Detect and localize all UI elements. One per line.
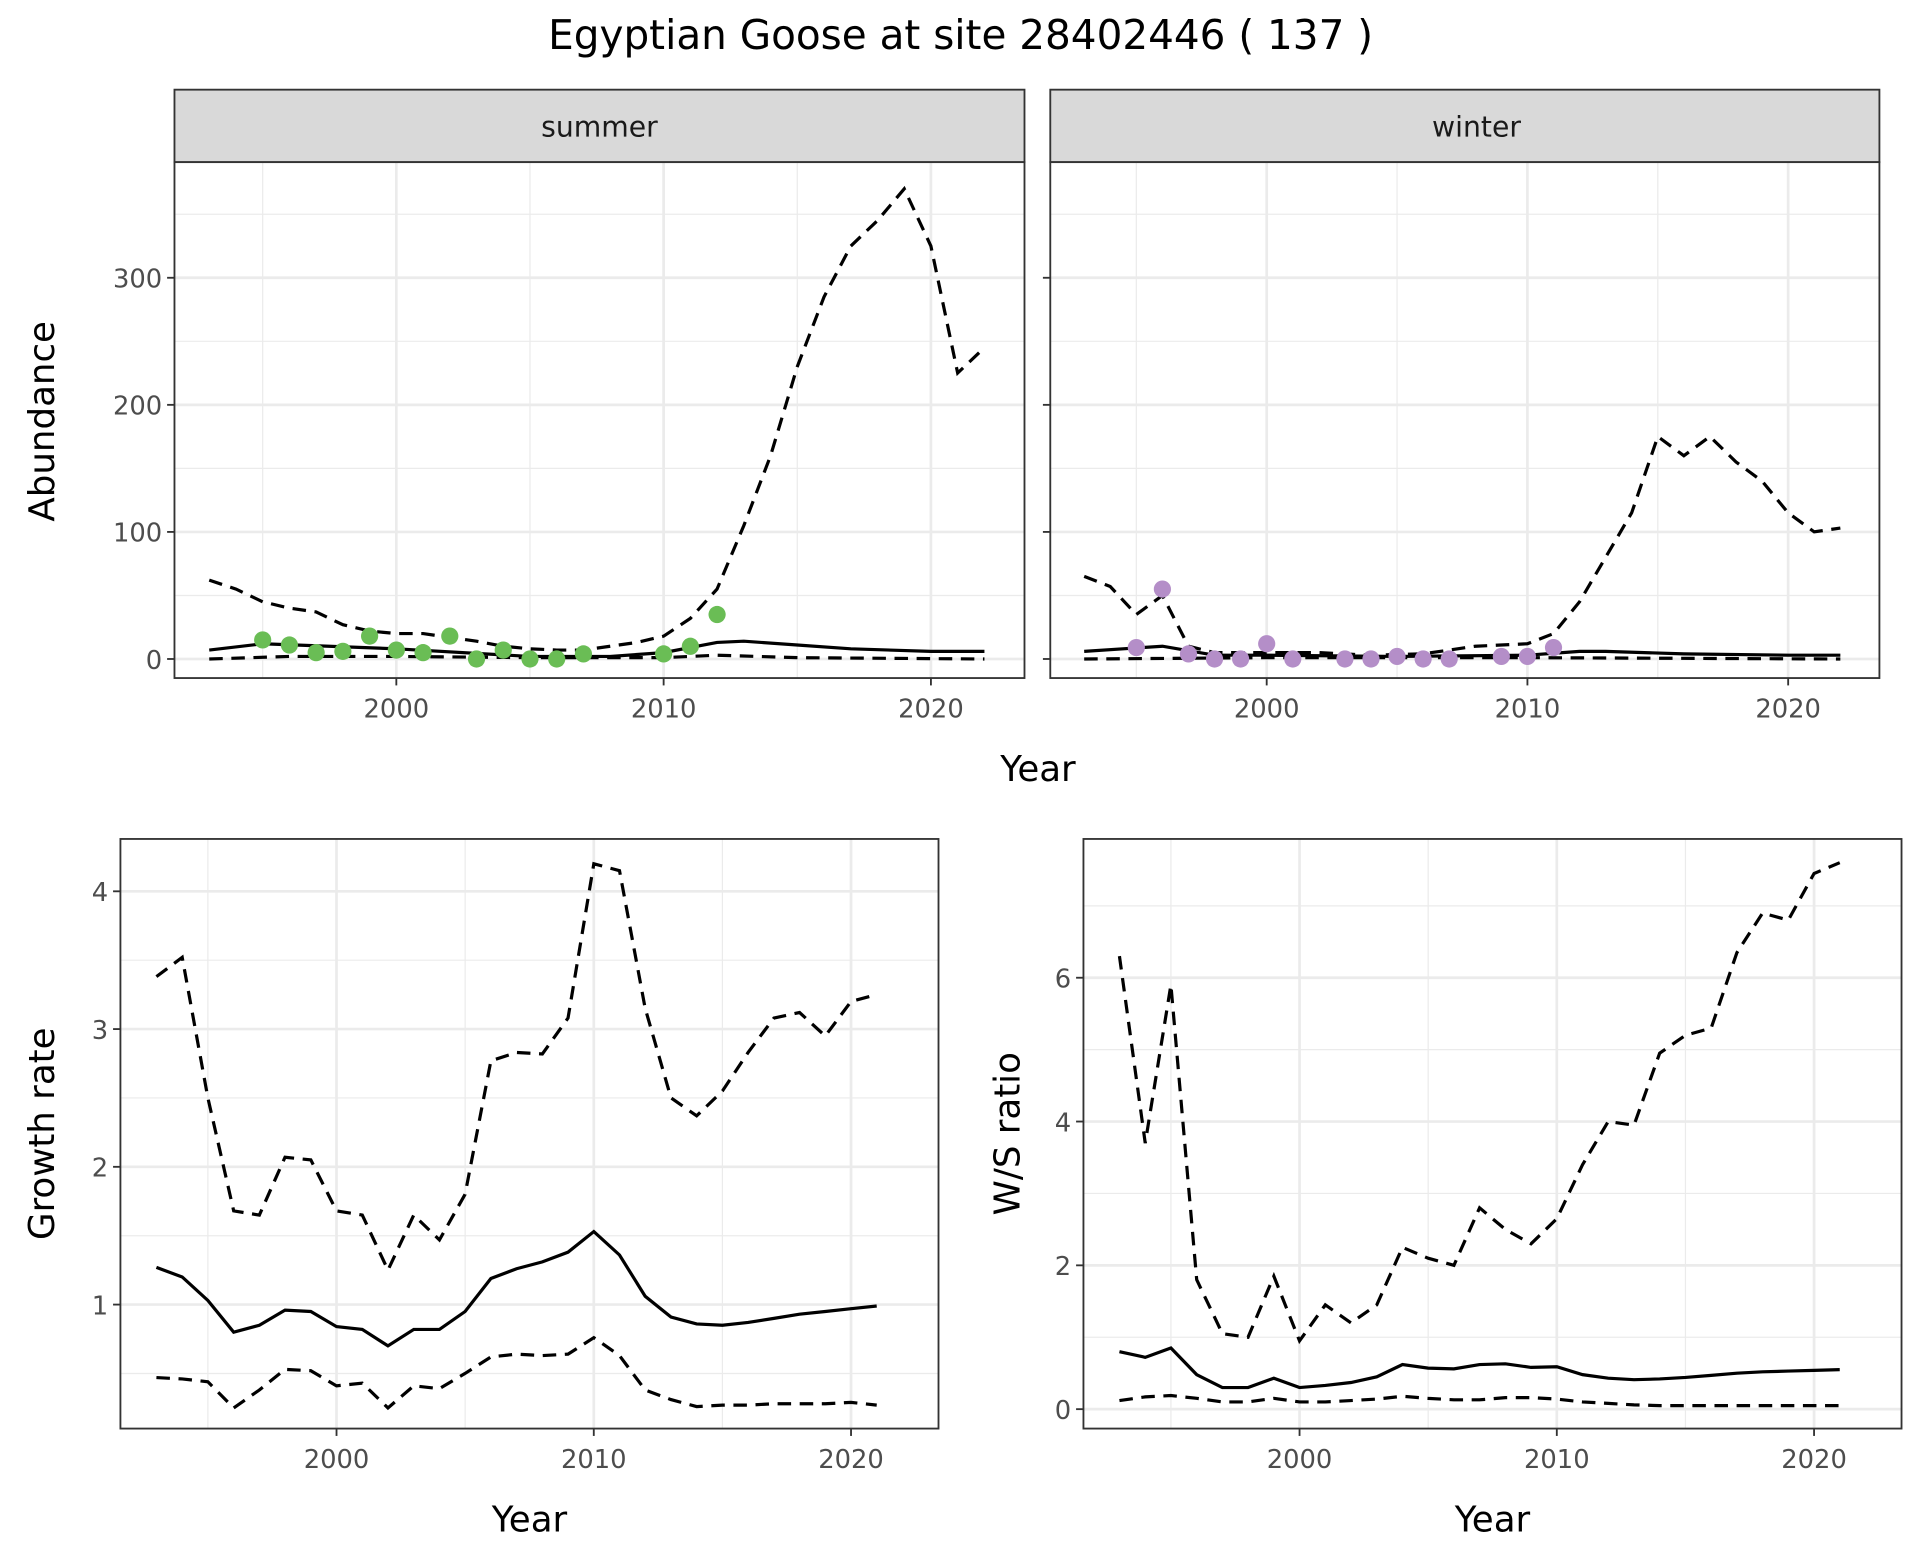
x-tick-label: 2020 — [818, 1445, 884, 1475]
x-tick-label: 2010 — [1524, 1445, 1590, 1475]
data-point — [1258, 635, 1276, 653]
data-point — [441, 627, 459, 645]
lower-ci-line — [1119, 1393, 1840, 1408]
data-point — [361, 627, 379, 645]
panel-background — [174, 162, 1025, 679]
x-tick-label: 2020 — [1755, 694, 1821, 724]
panel-background — [1050, 162, 1880, 679]
data-point — [1544, 638, 1563, 657]
data-point — [1492, 647, 1510, 666]
data-point — [1284, 650, 1302, 668]
data-point — [1388, 647, 1406, 666]
y-tick-label: 6 — [1055, 965, 1071, 995]
panel-background — [1083, 838, 1902, 1429]
data-point — [574, 645, 593, 663]
top-x-axis-title: Year — [999, 749, 1076, 790]
panel-winter: 2000 2010 2020 — [1042, 161, 1881, 724]
ratio-x-axis-title: Year — [1454, 1500, 1531, 1541]
chart-title: Egyptian Goose at site 28402446 ( 137 ) — [548, 11, 1373, 59]
upper-ci-line — [1083, 433, 1841, 657]
data-point — [1336, 650, 1354, 668]
y-tick-label: 200 — [113, 392, 162, 422]
strip-summer-label: summer — [541, 110, 658, 143]
data-point — [655, 645, 673, 663]
lower-ci-line — [156, 1335, 877, 1411]
panel-ratio: 2000 2010 2020 0 2 4 6 — [1055, 838, 1903, 1475]
upper-ci-line — [208, 185, 986, 652]
x-tick-label: 2020 — [1781, 1445, 1847, 1475]
data-point — [307, 644, 325, 662]
panel-summer: 2000 2010 2020 0 100 200 300 — [113, 161, 1026, 724]
data-point — [1414, 650, 1432, 668]
y-tick-label: 0 — [146, 646, 162, 676]
x-tick-label: 2000 — [304, 1445, 370, 1475]
upper-ci-line — [1117, 861, 1841, 1345]
top-y-axis-title: Abundance — [22, 321, 63, 522]
data-point — [494, 641, 512, 659]
x-tick-label: 2010 — [1495, 694, 1561, 724]
data-point — [387, 641, 405, 659]
panel-border — [1082, 838, 1903, 1430]
upper-ci-line — [155, 861, 878, 1274]
data-point — [1153, 580, 1171, 598]
strip-summer-bg — [173, 88, 1026, 164]
growth-y-axis-title: Growth rate — [22, 1027, 63, 1240]
strip-winter-bg — [1049, 88, 1881, 164]
x-tick-label: 2010 — [561, 1445, 627, 1475]
x-tick-label: 2000 — [1267, 1445, 1333, 1475]
y-tick-label: 1 — [92, 1291, 108, 1321]
y-tick-label: 4 — [92, 878, 108, 908]
data-point — [1127, 638, 1145, 657]
fitted-line — [155, 1229, 877, 1348]
data-point — [280, 636, 299, 654]
growth-x-axis-title: Year — [491, 1500, 568, 1541]
data-point — [1205, 650, 1224, 668]
panel-border — [119, 838, 940, 1430]
x-tick-label: 2010 — [631, 694, 697, 724]
data-point — [254, 631, 272, 649]
y-tick-label: 2 — [92, 1154, 108, 1184]
data-point — [708, 605, 726, 624]
fitted-line — [1119, 1346, 1840, 1390]
lower-ci-line — [1084, 656, 1841, 661]
y-tick-label: 2 — [1055, 1252, 1071, 1282]
data-point — [548, 650, 566, 668]
data-point — [334, 642, 352, 660]
data-point — [1232, 650, 1250, 668]
ratio-y-axis-title: W/S ratio — [988, 1052, 1029, 1215]
panel-border — [1049, 161, 1881, 679]
y-tick-label: 4 — [1055, 1108, 1071, 1138]
data-point — [1179, 645, 1198, 663]
data-point — [1518, 647, 1537, 666]
data-point — [1440, 650, 1458, 668]
panel-border — [173, 161, 1026, 679]
y-tick-label: 3 — [92, 1016, 108, 1046]
panel-growth: 2000 2010 2020 1 2 3 4 — [92, 838, 940, 1475]
y-tick-label: 100 — [113, 519, 162, 549]
x-tick-label: 2000 — [1234, 694, 1300, 724]
y-tick-label: 300 — [113, 265, 162, 295]
data-point — [681, 637, 699, 655]
strip-winter-label: winter — [1432, 110, 1521, 143]
x-tick-label: 2020 — [898, 694, 964, 724]
data-point — [467, 650, 486, 668]
panel-background — [120, 838, 939, 1429]
x-tick-label: 2000 — [364, 694, 430, 724]
y-tick-label: 0 — [1055, 1396, 1071, 1426]
data-point — [1362, 650, 1380, 668]
data-point — [521, 650, 539, 668]
data-point — [414, 644, 432, 662]
